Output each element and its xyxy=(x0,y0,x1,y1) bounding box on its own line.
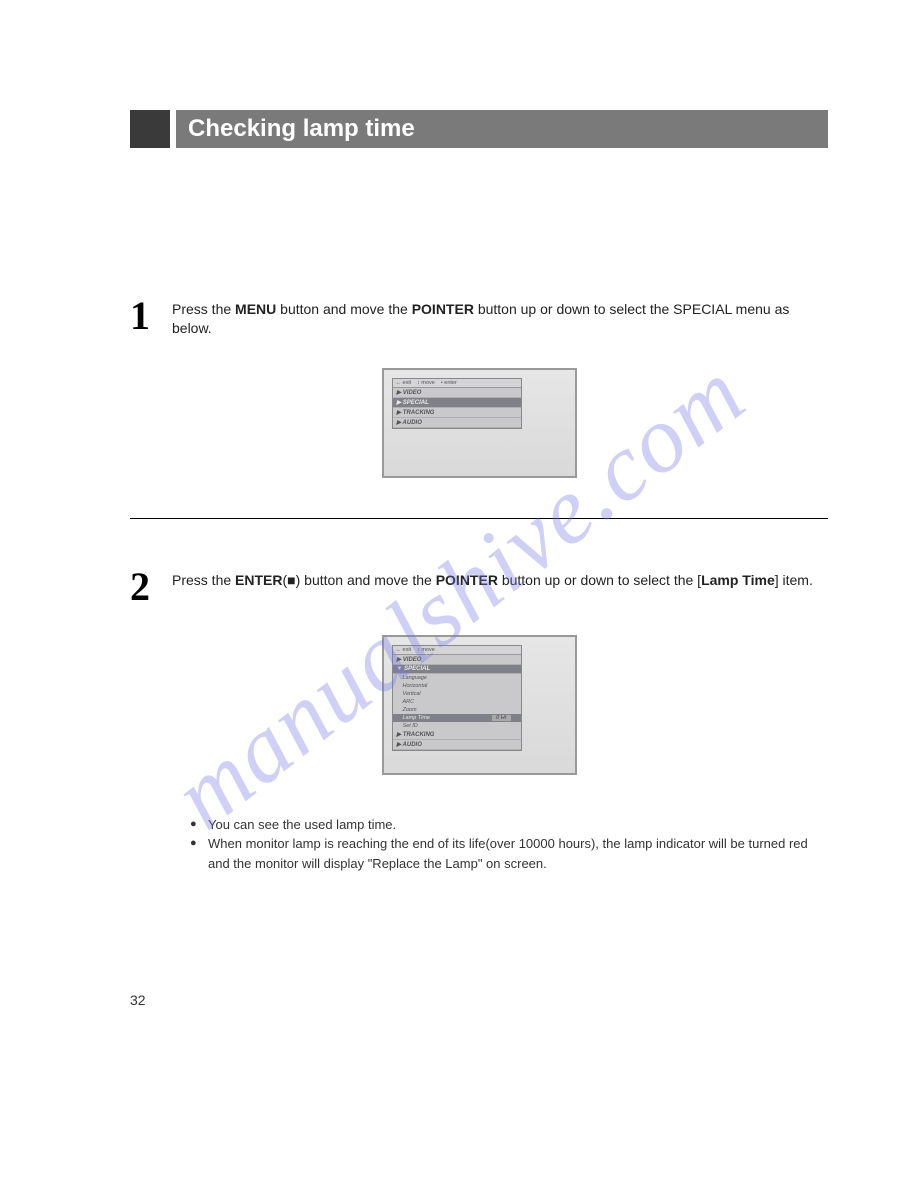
osd-sub-horizontal: Horizontal xyxy=(393,682,521,690)
osd-item-video: ▶ VIDEO xyxy=(393,388,521,398)
osd-sub-label: Lamp Time xyxy=(403,715,430,721)
osd-item-tracking: ▶ TRACKING xyxy=(393,408,521,418)
section-divider xyxy=(130,518,828,519)
step-2: 2 Press the ENTER(■) button and move the… xyxy=(130,569,828,605)
notes-list: You can see the used lamp time. When mon… xyxy=(190,815,828,874)
text-bold: Lamp Time xyxy=(701,572,775,588)
text: (■) button and move the xyxy=(282,572,435,588)
step-instruction: Press the ENTER(■) button and move the P… xyxy=(172,569,813,605)
osd-sub-arc: ARC xyxy=(393,698,521,706)
text-bold: MENU xyxy=(235,301,276,317)
osd-item-video: ▶ VIDEO xyxy=(393,655,521,665)
osd-sub-lamptime: Lamp Time 0 Hr xyxy=(393,714,521,722)
osd-menu: ← exit ↕ move • enter ▶ VIDEO ▶ SPECIAL … xyxy=(392,378,522,429)
text: button and move the xyxy=(276,301,411,317)
osd-header: ← exit ↕ move • enter xyxy=(393,379,521,388)
text: Press the xyxy=(172,572,235,588)
text-bold: ENTER xyxy=(235,572,282,588)
osd-hint: ↕ move xyxy=(417,380,435,386)
text: ] item. xyxy=(775,572,813,588)
page: Checking lamp time 1 Press the MENU butt… xyxy=(0,0,918,1188)
osd-item-special: ▶ SPECIAL xyxy=(393,398,521,408)
step-1: 1 Press the MENU button and move the POI… xyxy=(130,298,828,338)
osd-sub-value: 0 Hr xyxy=(492,715,510,721)
osd-sub-vertical: Vertical xyxy=(393,690,521,698)
osd-hint: ← exit xyxy=(396,647,412,653)
page-title: Checking lamp time xyxy=(176,110,828,148)
step-number: 2 xyxy=(130,569,158,605)
osd-sub-setid: Set ID xyxy=(393,722,521,730)
text-bold: POINTER xyxy=(412,301,474,317)
osd-screenshot-2: ← exit ↕ move ▶ VIDEO ▼ SPECIAL Language… xyxy=(382,635,577,775)
text-bold: POINTER xyxy=(436,572,498,588)
note-item: You can see the used lamp time. xyxy=(190,815,828,835)
title-bar: Checking lamp time xyxy=(130,110,828,148)
screenshot-wrap-1: ← exit ↕ move • enter ▶ VIDEO ▶ SPECIAL … xyxy=(130,368,828,478)
osd-sub-zoom: Zoom xyxy=(393,706,521,714)
osd-screenshot-1: ← exit ↕ move • enter ▶ VIDEO ▶ SPECIAL … xyxy=(382,368,577,478)
osd-hint: ↕ move xyxy=(417,647,435,653)
text: button up or down to select the [ xyxy=(498,572,701,588)
osd-item-audio: ▶ AUDIO xyxy=(393,740,521,750)
osd-item-special: ▼ SPECIAL xyxy=(393,665,521,674)
page-number: 32 xyxy=(130,992,146,1008)
step-instruction: Press the MENU button and move the POINT… xyxy=(172,298,828,338)
text: Press the xyxy=(172,301,235,317)
osd-header: ← exit ↕ move xyxy=(393,646,521,655)
osd-menu: ← exit ↕ move ▶ VIDEO ▼ SPECIAL Language… xyxy=(392,645,522,751)
osd-hint: • enter xyxy=(441,380,457,386)
osd-item-tracking: ▶ TRACKING xyxy=(393,730,521,740)
osd-hint: ← exit xyxy=(396,380,412,386)
osd-sub-language: Language xyxy=(393,674,521,682)
note-item: When monitor lamp is reaching the end of… xyxy=(190,834,828,873)
osd-item-audio: ▶ AUDIO xyxy=(393,418,521,428)
screenshot-wrap-2: ← exit ↕ move ▶ VIDEO ▼ SPECIAL Language… xyxy=(130,635,828,775)
title-accent-block xyxy=(130,110,170,148)
step-number: 1 xyxy=(130,298,158,338)
